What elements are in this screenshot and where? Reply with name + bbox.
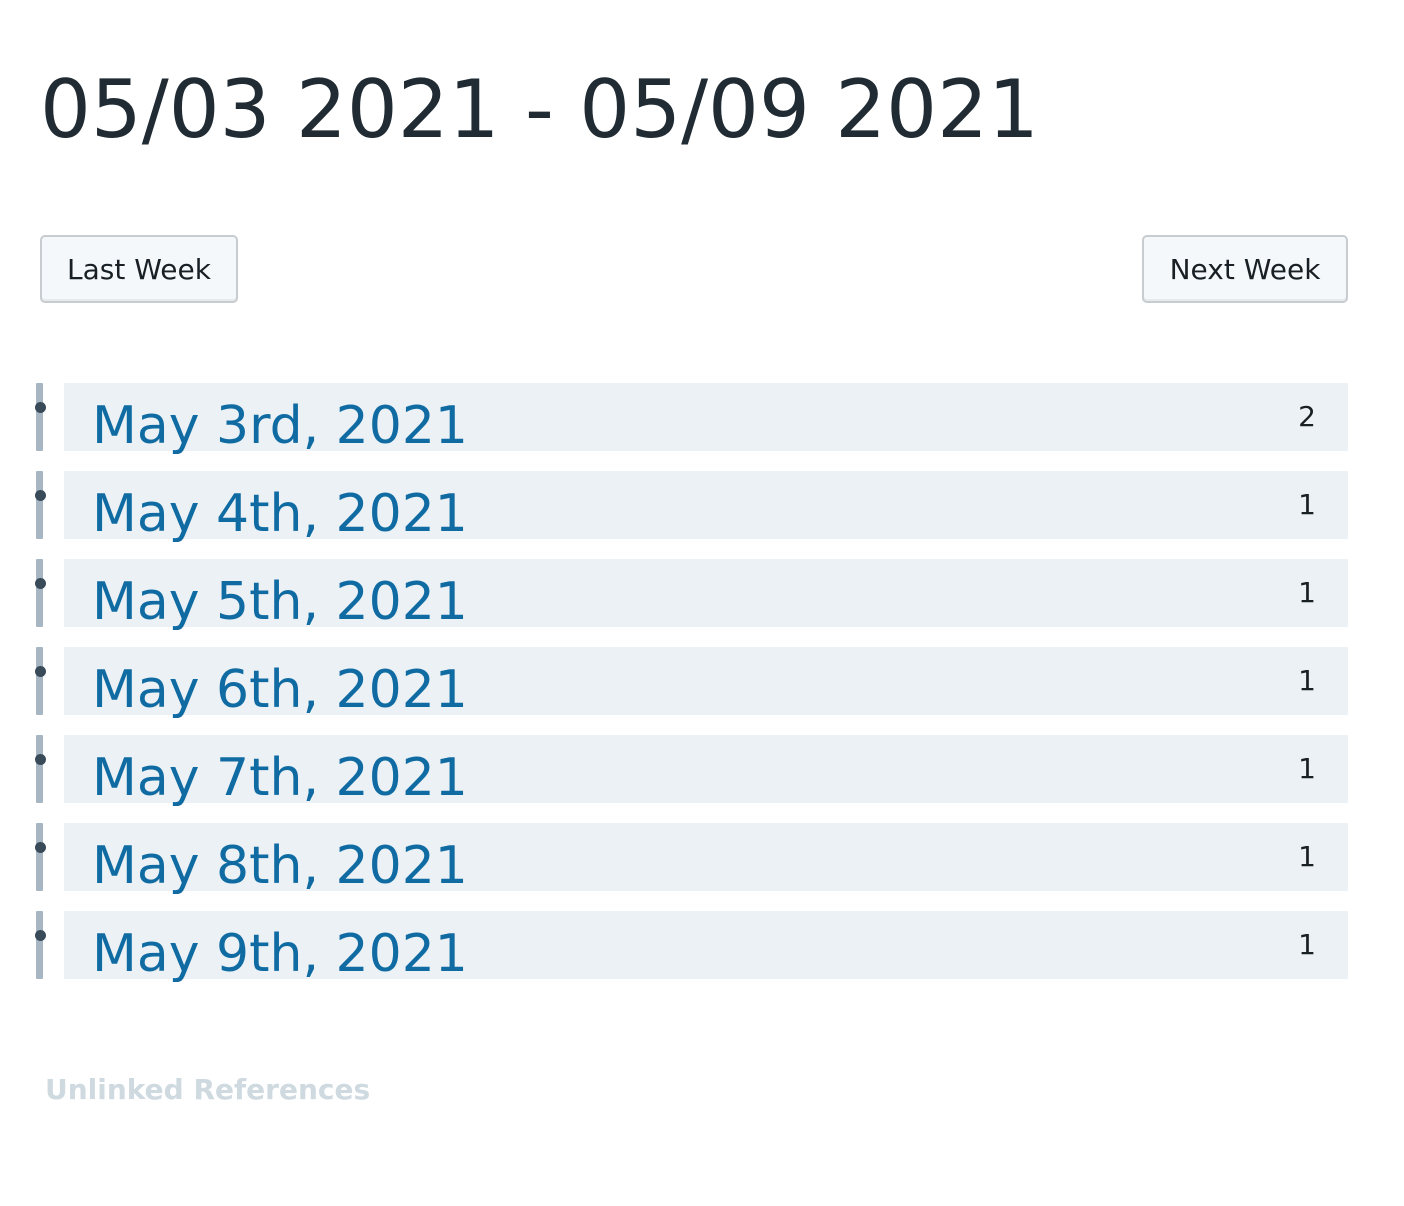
reference-header[interactable]: May 8th, 2021 1: [64, 823, 1348, 896]
bullet-icon[interactable]: [35, 490, 46, 501]
reference-count: 1: [1298, 928, 1316, 961]
reference-item: May 4th, 2021 1: [0, 471, 1404, 544]
reference-count: 2: [1298, 400, 1316, 433]
reference-count: 1: [1298, 752, 1316, 785]
reference-count: 1: [1298, 840, 1316, 873]
reference-left-bar: [36, 559, 43, 627]
reference-item: May 5th, 2021 1: [0, 559, 1404, 632]
reference-header[interactable]: May 5th, 2021 1: [64, 559, 1348, 632]
reference-count: 1: [1298, 664, 1316, 697]
reference-left-bar: [36, 823, 43, 891]
reference-left-bar: [36, 471, 43, 539]
bullet-icon[interactable]: [35, 402, 46, 413]
bullet-icon[interactable]: [35, 930, 46, 941]
reference-header[interactable]: May 6th, 2021 1: [64, 647, 1348, 720]
reference-left-bar: [36, 647, 43, 715]
reference-title-link[interactable]: May 8th, 2021: [92, 836, 468, 896]
reference-count: 1: [1298, 576, 1316, 609]
reference-left-bar: [36, 911, 43, 979]
next-week-button[interactable]: Next Week: [1142, 235, 1348, 303]
page-title: 05/03 2021 - 05/09 2021: [40, 63, 1039, 156]
reference-left-bar: [36, 735, 43, 803]
reference-title-link[interactable]: May 3rd, 2021: [92, 396, 468, 456]
reference-item: May 3rd, 2021 2: [0, 383, 1404, 456]
reference-title-link[interactable]: May 4th, 2021: [92, 484, 468, 544]
reference-header[interactable]: May 4th, 2021 1: [64, 471, 1348, 544]
reference-header[interactable]: May 9th, 2021 1: [64, 911, 1348, 984]
reference-item: May 7th, 2021 1: [0, 735, 1404, 808]
reference-left-bar: [36, 383, 43, 451]
reference-item: May 9th, 2021 1: [0, 911, 1404, 984]
reference-item: May 8th, 2021 1: [0, 823, 1404, 896]
linked-references-list: May 3rd, 2021 2 May 4th, 2021 1 May 5th,…: [0, 383, 1404, 999]
bullet-icon[interactable]: [35, 754, 46, 765]
reference-title-link[interactable]: May 5th, 2021: [92, 572, 468, 632]
bullet-icon[interactable]: [35, 666, 46, 677]
reference-header[interactable]: May 7th, 2021 1: [64, 735, 1348, 808]
reference-count: 1: [1298, 488, 1316, 521]
last-week-button[interactable]: Last Week: [40, 235, 238, 303]
reference-header[interactable]: May 3rd, 2021 2: [64, 383, 1348, 456]
reference-title-link[interactable]: May 6th, 2021: [92, 660, 468, 720]
bullet-icon[interactable]: [35, 578, 46, 589]
reference-title-link[interactable]: May 7th, 2021: [92, 748, 468, 808]
bullet-icon[interactable]: [35, 842, 46, 853]
unlinked-references-toggle[interactable]: Unlinked References: [45, 1073, 371, 1106]
reference-item: May 6th, 2021 1: [0, 647, 1404, 720]
reference-title-link[interactable]: May 9th, 2021: [92, 924, 468, 984]
